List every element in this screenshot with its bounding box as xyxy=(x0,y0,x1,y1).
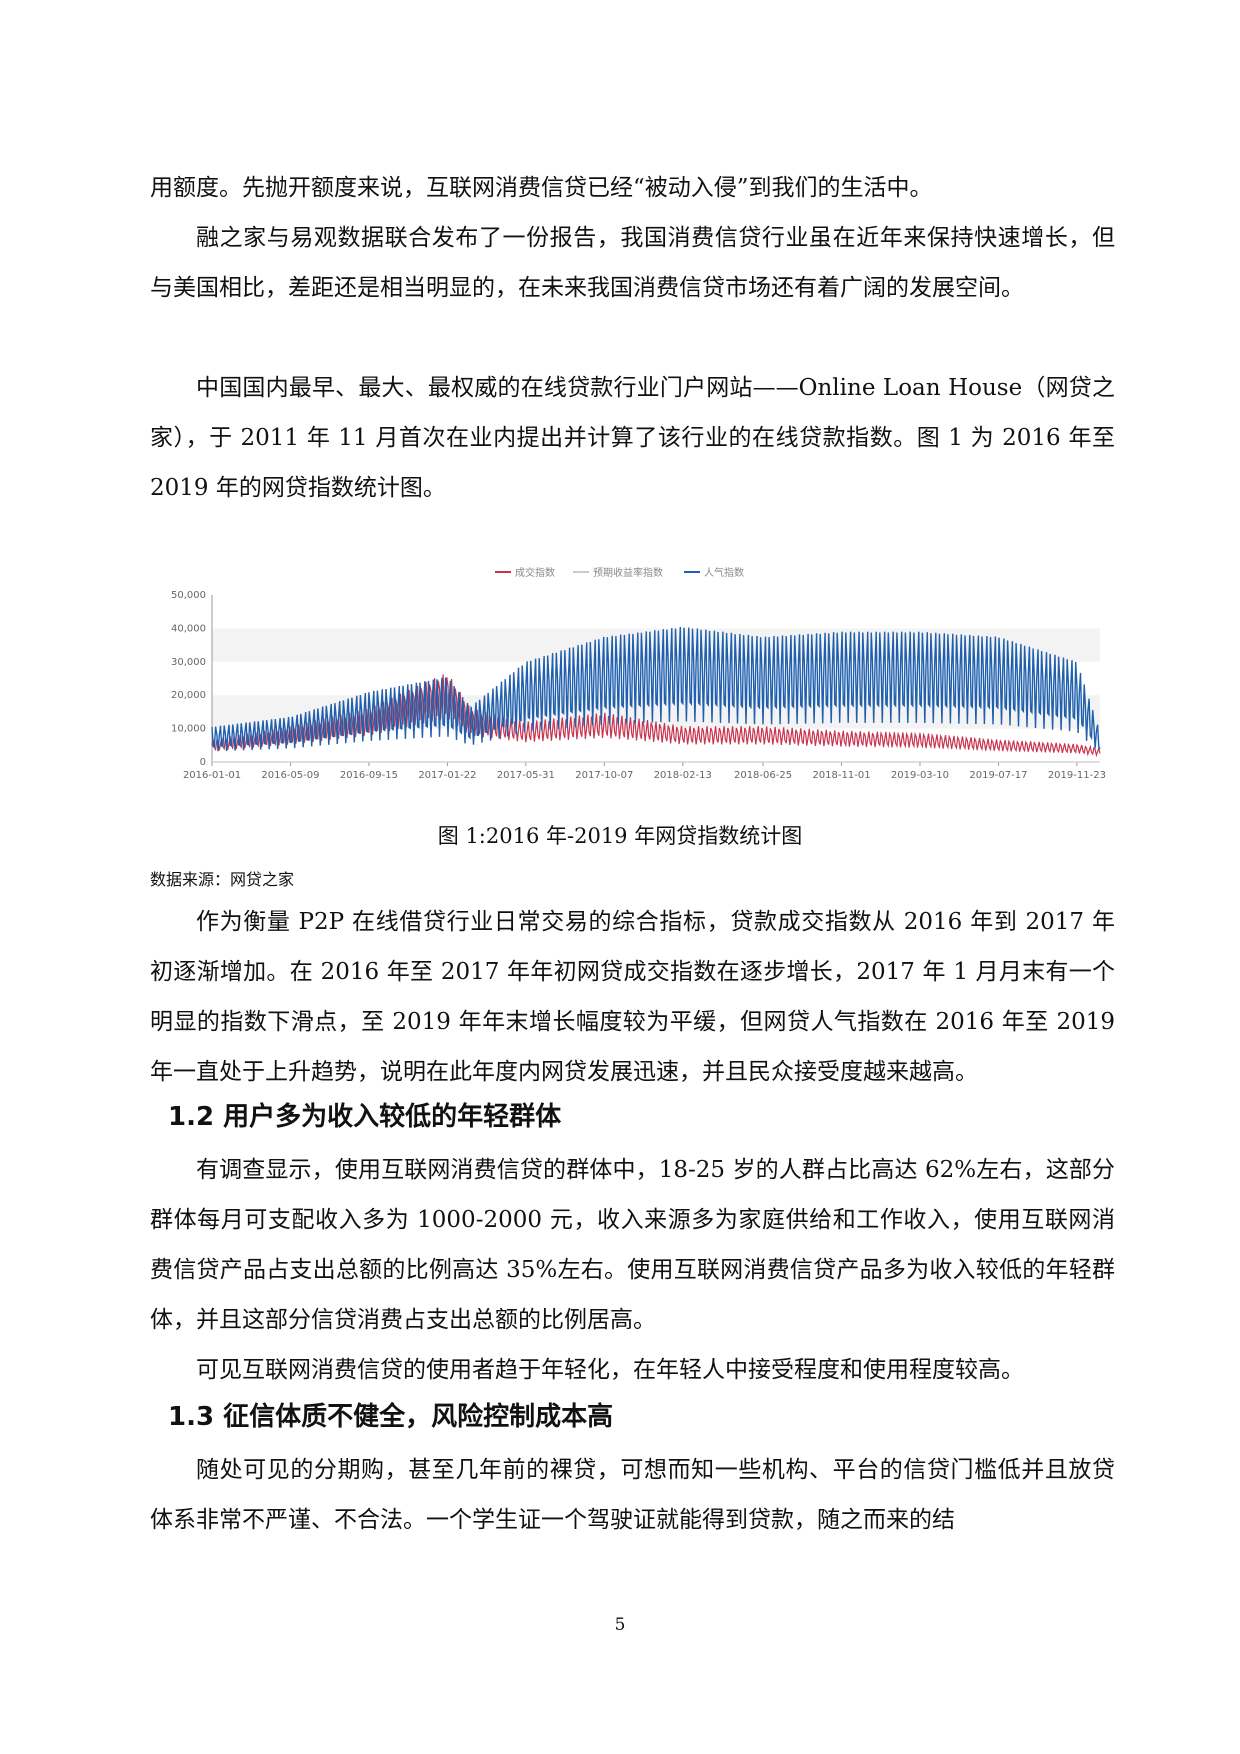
series-line xyxy=(211,626,1101,752)
y-tick-label: 20,000 xyxy=(171,690,206,701)
x-tick-label: 2019-11-23 xyxy=(1048,770,1106,781)
loan-index-chart: 0 10,000 20,000 30,000 40,000 50,000 2016-01-0… xyxy=(171,566,1106,781)
x-tick-label: 2017-10-07 xyxy=(575,770,633,781)
x-tick-label: 2016-01-01 xyxy=(183,770,241,781)
x-tick-label: 2018-02-13 xyxy=(654,770,712,781)
figure-caption: 图 1:2016 年-2019 年网贷指数统计图 xyxy=(437,824,803,848)
paragraph-2: 融之家与易观数据联合发布了一份报告，我国消费信贷行业虽在近年来保持快速增长，但与… xyxy=(150,225,1115,301)
x-tick-label: 2017-05-31 xyxy=(497,770,555,781)
section-heading-1-3: 1.3 征信体质不健全，风险控制成本高 xyxy=(168,1402,614,1432)
y-tick-label: 30,000 xyxy=(171,657,206,668)
x-tick-label: 2016-05-09 xyxy=(261,770,319,781)
x-tick-label: 2016-09-15 xyxy=(340,770,398,781)
legend-label: 预期收益率指数 xyxy=(593,566,663,579)
x-tick-label: 2018-06-25 xyxy=(734,770,792,781)
paragraph-3: 中国国内最早、最大、最权威的在线贷款行业门户网站——Online Loan Ho… xyxy=(150,375,1115,501)
legend-label: 成交指数 xyxy=(515,566,555,579)
section-heading-1-2: 1.2 用户多为收入较低的年轻群体 xyxy=(168,1102,562,1132)
x-tick-label: 2018-11-01 xyxy=(812,770,870,781)
paragraph-5: 有调查显示，使用互联网消费信贷的群体中，18-25 岁的人群占比高达 62%左右… xyxy=(150,1157,1115,1333)
legend-label: 人气指数 xyxy=(704,566,744,579)
page-number: 5 xyxy=(614,1615,626,1635)
x-tick-label: 2019-03-10 xyxy=(891,770,949,781)
paragraph-1: 用额度。先抛开额度来说，互联网消费信贷已经“被动入侵”到我们的生活中。 xyxy=(150,175,933,201)
grid-band xyxy=(212,628,1100,662)
y-tick-label: 50,000 xyxy=(171,590,206,601)
y-tick-label: 0 xyxy=(200,757,206,768)
x-tick-label: 2019-07-17 xyxy=(969,770,1027,781)
y-tick-label: 40,000 xyxy=(171,623,206,634)
paragraph-4: 作为衡量 P2P 在线借贷行业日常交易的综合指标，贷款成交指数从 2016 年到… xyxy=(150,909,1115,1085)
series-line xyxy=(211,674,1101,758)
paragraph-6: 可见互联网消费信贷的使用者趋于年轻化，在年轻人中接受程度和使用程度较高。 xyxy=(196,1357,1024,1383)
x-tick-label: 2017-01-22 xyxy=(418,770,476,781)
y-tick-label: 10,000 xyxy=(171,724,206,735)
figure-source: 数据来源：网贷之家 xyxy=(150,870,295,889)
paragraph-7: 随处可见的分期购，甚至几年前的裸贷，可想而知一些机构、平台的信贷门槛低并且放贷体… xyxy=(150,1457,1115,1533)
